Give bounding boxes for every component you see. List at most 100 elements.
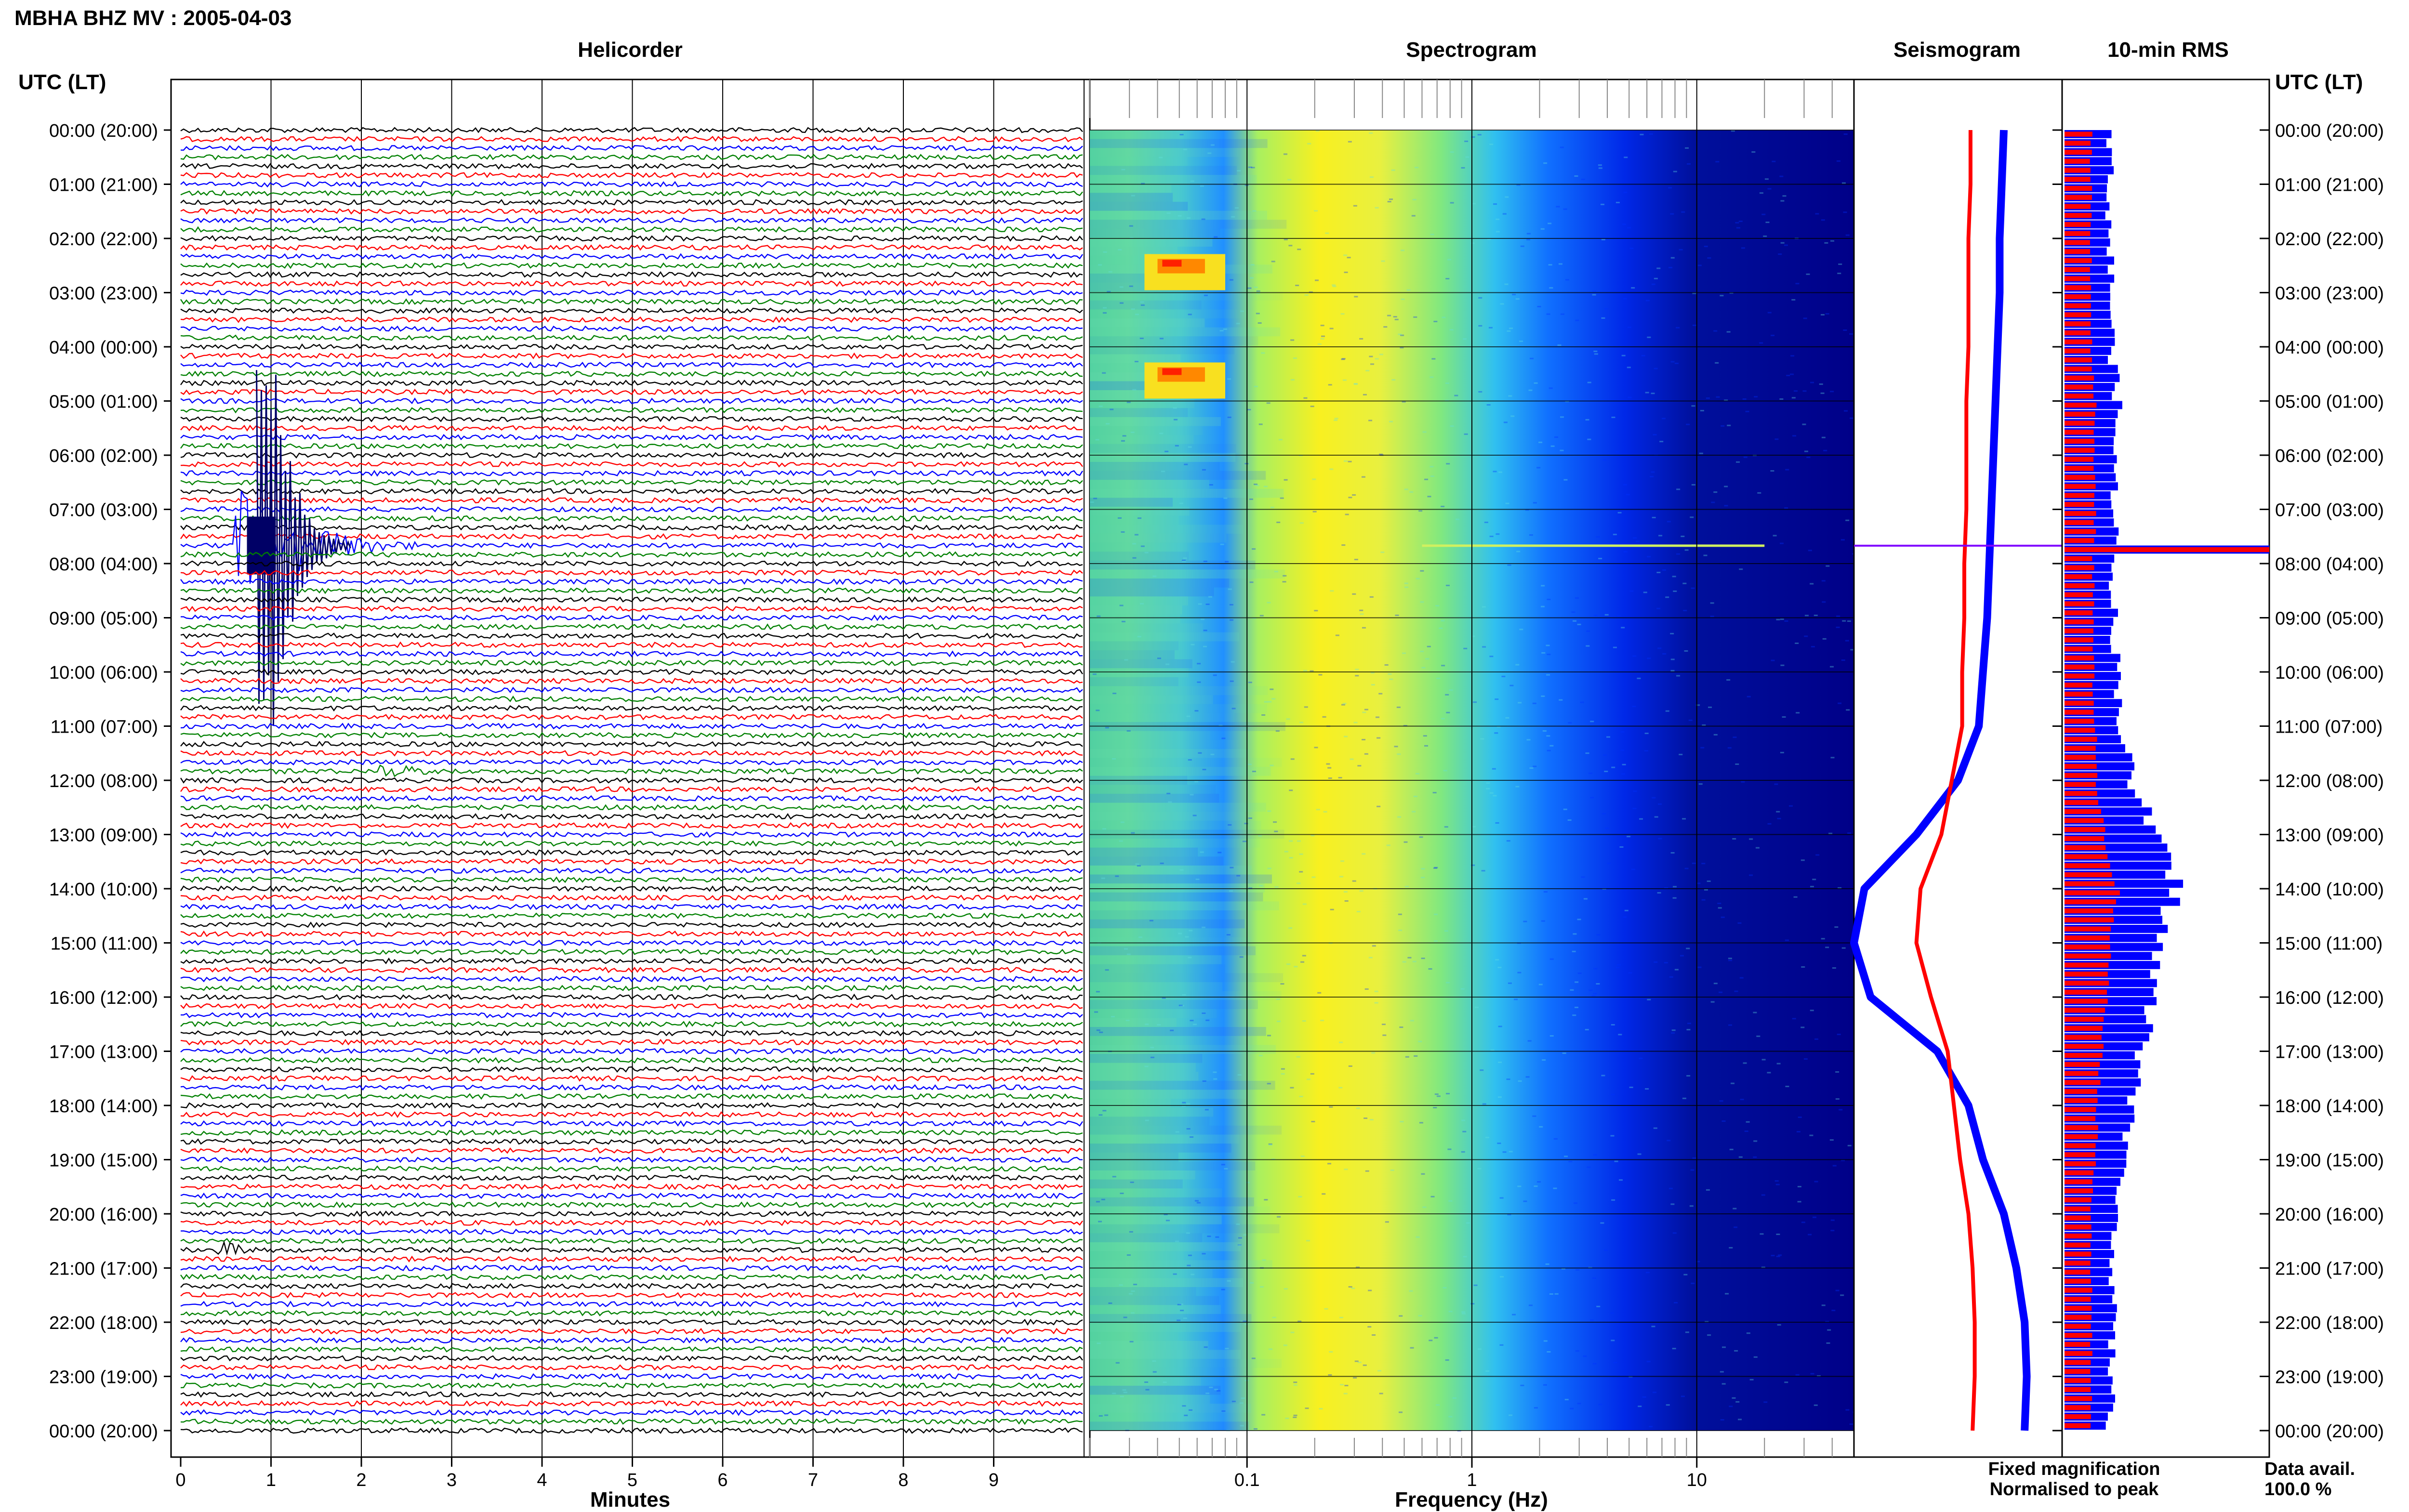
spectrogram-speckle xyxy=(1338,777,1342,779)
spectrogram-speckle xyxy=(1391,379,1396,381)
spectrogram-speckle xyxy=(1826,565,1830,567)
spectrogram-speckle xyxy=(1367,1326,1372,1328)
spectrogram-speckle xyxy=(1365,1170,1369,1172)
helicorder-trace xyxy=(180,957,1083,964)
helicorder-trace xyxy=(180,740,1083,748)
rms-bar-normalised xyxy=(2065,646,2093,652)
spectrogram-speckle xyxy=(1774,1180,1779,1182)
spectrogram-speckle xyxy=(1353,1377,1357,1379)
spectrogram-speckle xyxy=(1603,1249,1608,1251)
spectrogram-strip xyxy=(1090,1242,1241,1251)
spectrogram-speckle xyxy=(1477,1168,1482,1170)
spectrogram-speckle xyxy=(1662,418,1666,420)
spectrogram-speckle xyxy=(1400,347,1404,349)
helicorder-trace xyxy=(180,795,1083,802)
spectrogram-speckle xyxy=(1474,1006,1479,1008)
spectrogram-speckle xyxy=(1257,322,1262,324)
spectrogram-speckle xyxy=(1498,471,1503,473)
spectrogram-speckle xyxy=(1251,167,1255,169)
spectrogram-speckle xyxy=(1614,1160,1618,1162)
spectrogram-speckle xyxy=(1825,947,1829,948)
spectrogram-speckle xyxy=(1186,1128,1191,1130)
spectrogram-speckle xyxy=(1746,1332,1750,1334)
spectrogram-speckle xyxy=(1420,601,1424,603)
spectrogram-strip xyxy=(1090,300,1202,310)
helicorder-trace xyxy=(180,1291,1083,1299)
spectrogram-speckle xyxy=(1728,960,1733,961)
rms-bar-normalised xyxy=(2065,863,2110,868)
spectrogram-speckle xyxy=(1289,789,1293,791)
spectrogram-speckle xyxy=(1591,995,1596,997)
spectrogram-speckle xyxy=(1682,582,1687,584)
spectrogram-strip xyxy=(1090,820,1261,830)
spectrogram-speckle xyxy=(1230,619,1234,621)
spectrogram-speckle xyxy=(1548,264,1552,266)
spectrogram-speckle xyxy=(1353,205,1357,207)
spectrogram-speckle xyxy=(1756,1035,1760,1037)
spectrogram-speckle xyxy=(1429,1340,1433,1341)
helicorder-trace xyxy=(180,490,1083,584)
spectrogram-speckle xyxy=(1821,436,1826,438)
y-tick-label-right: 07:00 (03:00) xyxy=(2275,500,2384,521)
spectrogram-speckle xyxy=(1696,1261,1700,1262)
spectrogram-speckle xyxy=(1361,476,1365,478)
spectrogram-speckle xyxy=(1721,1346,1726,1348)
spectrogram-speckle xyxy=(1311,876,1316,878)
rms-bar-normalised xyxy=(2065,962,2109,968)
spectrogram-strip xyxy=(1090,1134,1239,1144)
spectrogram-strip xyxy=(1090,336,1258,345)
spectrogram-speckle xyxy=(1654,816,1658,818)
spectrogram-speckle xyxy=(1302,955,1306,957)
spectrogram-speckle xyxy=(1541,585,1545,587)
spectrogram-speckle xyxy=(1753,1012,1757,1013)
spectrogram-speckle xyxy=(1842,620,1846,622)
rms-bar-normalised xyxy=(2065,809,2101,814)
rms-bar-normalised xyxy=(2065,800,2098,805)
helicorder-trace xyxy=(180,985,1083,991)
right-axis-title: UTC (LT) xyxy=(2275,70,2363,94)
spectrogram-speckle xyxy=(1572,950,1576,952)
spectrogram-speckle xyxy=(1598,167,1602,169)
spectrogram-speckle xyxy=(1352,880,1356,882)
spectrogram-strip xyxy=(1090,1278,1244,1288)
rms-bar-normalised xyxy=(2065,818,2104,823)
spectrogram-speckle xyxy=(1209,484,1213,486)
spectrogram-speckle xyxy=(1802,390,1807,392)
spectrogram-speckle xyxy=(1777,817,1781,819)
spectrogram-strip xyxy=(1090,1394,1210,1404)
spectrogram-speckle xyxy=(1364,709,1368,710)
spectrogram-speckle xyxy=(1667,1140,1671,1142)
spectrogram-speckle xyxy=(1534,382,1538,384)
spectrogram-speckle xyxy=(1183,148,1187,150)
spectrogram-speckle xyxy=(1594,353,1598,355)
spectrogram-speckle xyxy=(1205,604,1210,605)
spectrogram-speckle xyxy=(1478,1348,1482,1350)
spectrogram-speckle xyxy=(1611,1340,1615,1341)
spectrogram-speckle xyxy=(1188,1254,1192,1256)
spectrogram-speckle xyxy=(1249,498,1253,500)
spectrogram-speckle xyxy=(1381,260,1385,262)
spectrogram-speckle xyxy=(1638,1406,1642,1407)
spectrogram-speckle xyxy=(1132,557,1137,559)
spectrogram-speckle xyxy=(1734,990,1738,992)
spectrogram-speckle xyxy=(1161,471,1165,473)
rms-bar-normalised xyxy=(2065,457,2094,462)
spectrogram-speckle xyxy=(1273,821,1277,823)
spectrogram-speckle xyxy=(1267,1035,1271,1037)
spectrogram-speckle xyxy=(1497,1143,1501,1144)
spectrogram-speckle xyxy=(1804,615,1809,617)
spectrogram-speckle xyxy=(1302,1020,1306,1022)
spectrogram-speckle xyxy=(1221,1164,1225,1166)
spectrogram-speckle xyxy=(1341,358,1346,360)
spectrogram-speckle xyxy=(1419,1122,1423,1124)
spectrogram-speckle xyxy=(1330,590,1334,592)
spectrogram-speckle xyxy=(1288,245,1293,247)
spectrogram-speckle xyxy=(1496,231,1500,233)
spectrogram-speckle xyxy=(1126,1254,1131,1256)
spectrogram-speckle xyxy=(1445,1092,1450,1094)
spectrogram-speckle xyxy=(1713,734,1718,736)
spectrogram-speckle xyxy=(1699,452,1703,454)
helicorder-trace xyxy=(180,1418,1083,1425)
spectrogram-speckle xyxy=(1733,1208,1737,1210)
spectrogram-speckle xyxy=(1771,659,1775,661)
